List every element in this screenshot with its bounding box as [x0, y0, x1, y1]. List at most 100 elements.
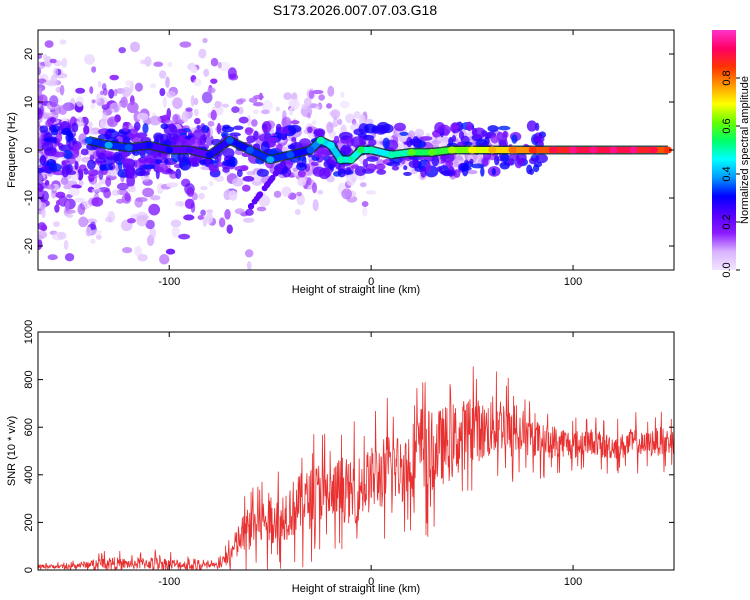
spectrogram-cell	[252, 102, 264, 107]
spectrogram-cell	[38, 87, 43, 96]
spectrogram-cell	[120, 158, 135, 165]
spectrogram-cell	[137, 170, 150, 176]
spectrogram-cell	[227, 156, 238, 168]
spectrogram-cell	[502, 131, 508, 143]
spectrogram-cell	[90, 238, 96, 244]
spectrogram-cell	[487, 125, 499, 132]
snr-y-tick-label: 200	[23, 513, 35, 531]
spectrogram-ridge-point	[326, 141, 335, 149]
spectrogram-cell	[434, 122, 446, 134]
spectrogram-cell	[83, 168, 89, 175]
spectrogram-cell	[344, 167, 352, 175]
spectrogram-cell	[252, 109, 259, 115]
spectrogram-y-tick-label: 0	[23, 147, 35, 153]
spectrogram-cell	[74, 160, 79, 170]
spectrogram-cell	[122, 121, 129, 132]
spectrogram-cell	[90, 221, 96, 231]
spectrogram-cell	[328, 164, 334, 171]
spectrogram-cell	[306, 177, 312, 186]
spectrogram-cell	[198, 192, 205, 200]
spectrogram-cell	[287, 144, 296, 150]
spectrogram-cell	[362, 158, 368, 168]
spectrogram-cell	[38, 53, 43, 60]
snr-x-tick-label: 0	[368, 576, 374, 588]
spectrogram-cell	[228, 190, 238, 201]
spectrogram-ridge-point	[468, 146, 477, 154]
spectrogram-cell	[80, 148, 89, 156]
spectrogram-cell	[153, 61, 164, 67]
spectrogram-x-tick-label: 0	[368, 276, 374, 288]
spectrogram-cell	[166, 90, 176, 98]
spectrogram-cell	[317, 189, 324, 195]
spectrogram-ridge-segment	[206, 137, 233, 158]
spectrogram-cell	[451, 124, 460, 130]
spectrogram-cell	[312, 89, 324, 95]
spectrogram-cell	[122, 246, 133, 254]
spectrogram-cell	[283, 92, 292, 101]
spectrogram-cell	[526, 120, 537, 132]
spectrogram-cell	[210, 78, 218, 84]
spectrogram-cell	[111, 189, 120, 197]
spectrogram-cell	[154, 159, 163, 165]
spectrogram-cell	[246, 261, 252, 270]
spectrogram-cell	[258, 133, 272, 142]
spectrogram-cell	[118, 159, 123, 172]
spectrogram-ridge-point	[387, 151, 396, 159]
spectrogram-cell	[260, 109, 270, 115]
spectrogram-cell	[226, 224, 233, 234]
spectrogram-cell	[263, 123, 268, 136]
spectrogram-cell	[48, 163, 62, 172]
colorbar-tick-label: 0.6	[721, 118, 733, 133]
spectrogram-ridge-point	[346, 156, 355, 164]
spectrogram-cell	[91, 99, 96, 104]
snr-series	[38, 366, 674, 570]
spectrogram-cell	[296, 193, 305, 206]
spectrogram-cell	[491, 168, 496, 176]
spectrogram-cell	[470, 163, 485, 169]
spectrogram-cell	[39, 157, 47, 163]
spectrogram-cell	[66, 213, 74, 219]
spectrogram-cell	[190, 202, 196, 213]
spectrogram-cell	[312, 166, 326, 177]
spectrogram-cell	[217, 61, 222, 69]
spectrogram-cell	[288, 124, 302, 133]
spectrogram-ridge-point	[84, 136, 93, 144]
snr-panel: -100 0 100 0 200 400 600 800 1000 Height of str…	[6, 320, 675, 595]
snr-y-tick-label: 800	[23, 370, 35, 388]
spectrogram-cell	[365, 163, 377, 172]
spectrogram-cell	[472, 127, 486, 139]
spectrogram-cell	[366, 156, 379, 162]
snr-x-ticks: -100 0 100	[158, 332, 582, 588]
spectrogram-cell	[251, 119, 258, 127]
spectrogram-cell	[65, 170, 77, 176]
spectrogram-cell	[143, 154, 156, 164]
spectrogram-ridge-point	[225, 136, 234, 144]
spectrogram-cell	[149, 115, 162, 126]
spectrogram-cell	[327, 85, 335, 97]
spectrogram-cell	[61, 165, 69, 178]
spectrogram-cell	[201, 91, 213, 104]
spectrogram-cell	[196, 124, 201, 130]
spectrogram-cell	[38, 74, 44, 80]
spectrogram-cell	[133, 121, 141, 131]
snr-y-tick-label: 1000	[23, 320, 35, 344]
spectrogram-cell	[262, 99, 273, 112]
spectrogram-ridge-point	[205, 151, 214, 159]
spectrogram-cell	[142, 164, 156, 170]
spectrogram-cell	[256, 168, 269, 177]
spectrogram-x-tick-label: -100	[158, 276, 180, 288]
spectrogram-cell	[137, 253, 148, 262]
spectrogram-ridge-point	[488, 146, 497, 154]
spectrogram-cell	[165, 76, 170, 89]
spectrogram-cell	[78, 216, 89, 228]
spectrogram-cell	[145, 219, 155, 230]
spectrogram-cell	[47, 254, 58, 261]
spectrogram-ridge-point	[528, 146, 537, 154]
spectrogram-ridge-point	[663, 146, 672, 154]
spectrogram-cell	[311, 120, 317, 126]
spectrogram-cell	[58, 105, 68, 115]
snr-y-tick-label: 400	[23, 466, 35, 484]
spectrogram-ridge-point	[609, 146, 618, 154]
spectrogram-ridge-point	[447, 146, 456, 154]
spectrogram-cell	[425, 161, 431, 173]
